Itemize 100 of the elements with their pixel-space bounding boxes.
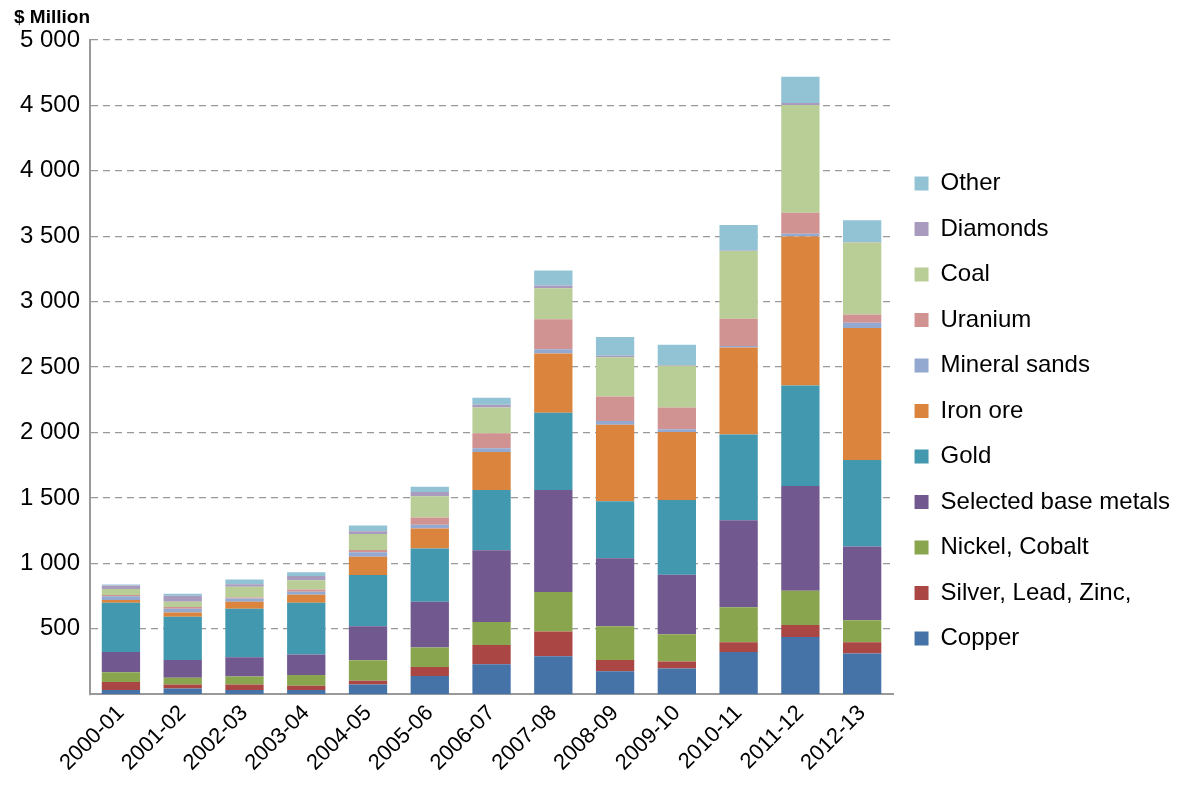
bar xyxy=(843,220,882,242)
bar xyxy=(534,490,573,593)
bar xyxy=(657,365,696,408)
bar xyxy=(410,647,449,668)
bar xyxy=(719,642,758,652)
bar xyxy=(719,607,758,643)
y-tick-label: 5 000 xyxy=(20,24,81,52)
bar xyxy=(843,322,882,328)
bar xyxy=(472,448,511,453)
bar xyxy=(781,212,820,234)
bar xyxy=(163,601,202,607)
bar xyxy=(472,645,511,665)
bar xyxy=(657,499,696,575)
bar xyxy=(657,429,696,432)
bar xyxy=(534,319,573,350)
legend-label: Other xyxy=(940,168,1001,196)
bar xyxy=(348,626,388,661)
bar xyxy=(287,685,326,691)
bar xyxy=(657,634,696,662)
bar xyxy=(595,660,635,672)
y-tick-label: 3 500 xyxy=(20,220,81,248)
bar xyxy=(348,660,388,681)
bar xyxy=(781,624,820,638)
bar xyxy=(348,574,388,627)
bar xyxy=(595,626,635,661)
bar xyxy=(781,590,820,625)
bar xyxy=(595,424,635,502)
bar xyxy=(410,667,449,677)
bar xyxy=(472,397,511,405)
bar xyxy=(781,233,820,237)
bar xyxy=(163,616,202,660)
legend-label: Mineral sands xyxy=(940,350,1090,378)
bar xyxy=(534,349,573,354)
bar xyxy=(781,236,820,386)
y-tick-label: 500 xyxy=(40,613,81,641)
bar xyxy=(287,594,326,603)
bar xyxy=(657,431,696,500)
legend-label: Diamonds xyxy=(940,213,1049,241)
bar xyxy=(287,572,326,576)
y-tick-label: 2 500 xyxy=(20,351,81,379)
bar xyxy=(472,433,511,449)
bar xyxy=(719,224,758,251)
legend-label: Nickel, Cobalt xyxy=(940,532,1089,560)
bar xyxy=(781,76,820,103)
bar xyxy=(534,656,573,695)
bar xyxy=(595,671,635,695)
bar xyxy=(534,285,573,289)
bar xyxy=(843,459,882,547)
bar xyxy=(595,501,635,559)
bar xyxy=(163,659,202,678)
bar xyxy=(101,589,141,595)
legend-label: Iron ore xyxy=(940,395,1024,423)
bar xyxy=(719,651,758,695)
bar xyxy=(472,407,511,434)
legend-label: Copper xyxy=(940,623,1020,651)
bar xyxy=(843,642,882,654)
legend-label: Silver, Lead, Zinc, xyxy=(940,577,1132,605)
bar xyxy=(595,396,635,422)
y-tick-label: 4 000 xyxy=(20,155,81,183)
y-tick-label: 4 500 xyxy=(20,90,81,118)
bar xyxy=(719,434,758,521)
bar xyxy=(781,637,820,695)
bar xyxy=(657,407,696,430)
bar xyxy=(595,336,635,356)
bar xyxy=(843,242,882,315)
bar xyxy=(225,690,264,695)
bar xyxy=(410,496,449,518)
bar xyxy=(719,251,758,319)
bar xyxy=(843,328,882,460)
y-tick-label: 1 500 xyxy=(20,482,81,510)
bar xyxy=(719,347,758,435)
bar xyxy=(163,593,202,596)
bar xyxy=(595,421,635,425)
bar xyxy=(101,602,141,652)
bar xyxy=(410,528,449,549)
bar xyxy=(348,531,388,534)
bar xyxy=(657,574,696,635)
bar xyxy=(410,676,449,695)
bar xyxy=(287,690,326,695)
bar xyxy=(843,620,882,643)
bar xyxy=(472,622,511,646)
bar xyxy=(781,105,820,213)
bar xyxy=(348,550,388,553)
bar xyxy=(348,552,388,557)
bar xyxy=(843,546,882,621)
y-axis-title: $ Million xyxy=(14,5,90,27)
bar xyxy=(595,357,635,397)
bar xyxy=(781,102,820,106)
bar xyxy=(101,596,141,601)
bar xyxy=(410,601,449,648)
bar xyxy=(225,684,264,691)
y-tick-label: 1 000 xyxy=(20,548,81,576)
bar xyxy=(781,486,820,591)
bar xyxy=(410,517,449,525)
bar xyxy=(719,318,758,346)
bar xyxy=(410,491,449,497)
bar xyxy=(287,602,326,655)
legend-label: Gold xyxy=(940,441,992,469)
bar xyxy=(410,524,449,529)
legend-label: Selected base metals xyxy=(940,486,1170,514)
